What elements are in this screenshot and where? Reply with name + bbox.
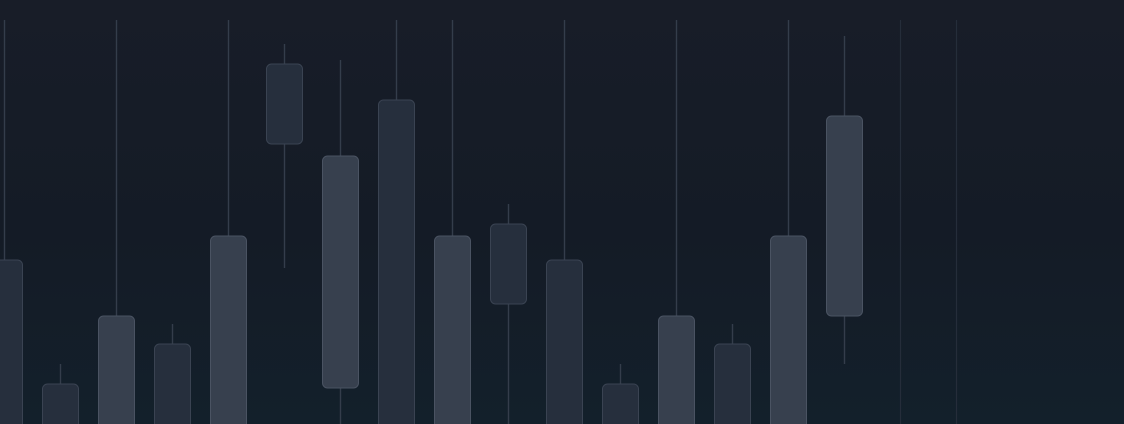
- candle-body: [546, 259, 583, 424]
- wick-layer: [3, 20, 958, 424]
- candle-body: [770, 235, 807, 424]
- candle-body: [658, 315, 695, 424]
- candle-body: [322, 155, 359, 389]
- candle-body: [210, 235, 247, 424]
- body-layer: [0, 63, 863, 424]
- candle-body: [378, 99, 415, 424]
- candle-body: [602, 383, 639, 424]
- candle-body: [154, 343, 191, 424]
- candle-body: [714, 343, 751, 424]
- candle-body: [0, 259, 23, 424]
- candle-body: [826, 115, 863, 317]
- candle-body: [42, 383, 79, 424]
- candle-body: [266, 63, 303, 145]
- candle-body: [490, 223, 527, 305]
- candle-body: [434, 235, 471, 424]
- candle-body: [98, 315, 135, 424]
